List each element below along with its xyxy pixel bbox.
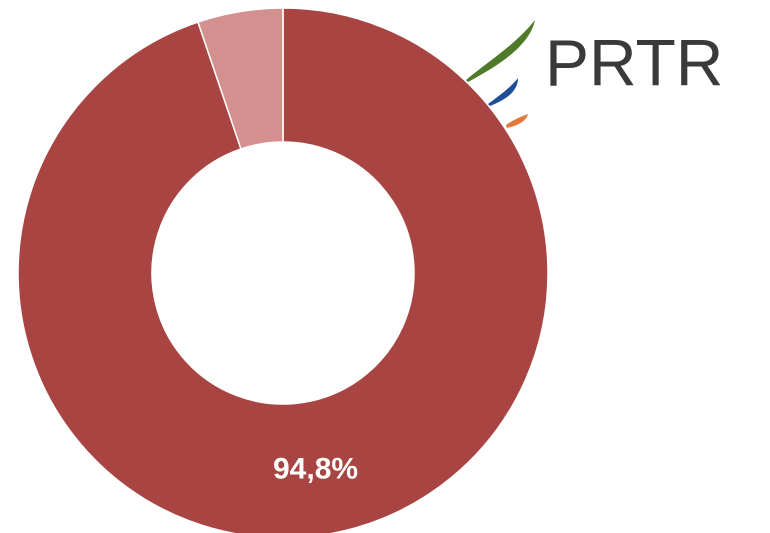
logo-text: PRTR	[545, 25, 723, 99]
logo-stroke	[466, 20, 535, 82]
data-label: 94,8%	[273, 452, 358, 485]
logo: PRTR	[466, 20, 723, 128]
logo-stroke	[506, 114, 528, 128]
slice	[17, 7, 549, 533]
logo-stroke	[488, 78, 518, 106]
slice	[196, 7, 284, 150]
